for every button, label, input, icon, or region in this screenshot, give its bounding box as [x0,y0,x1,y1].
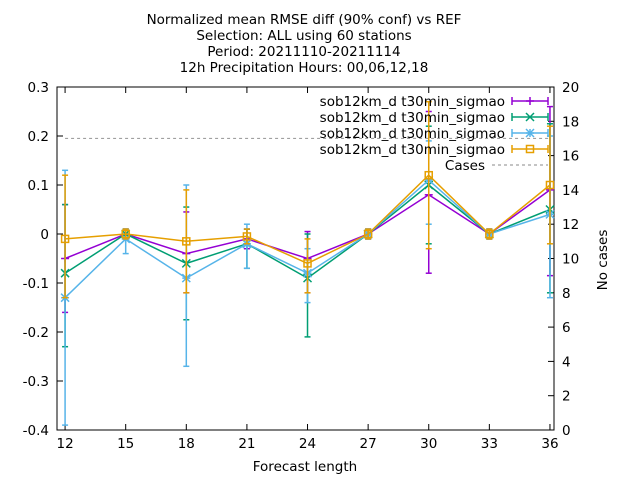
marker-square [485,229,494,239]
y2-tick-label: 8 [562,286,571,302]
x-tick-label: 12 [56,436,73,452]
x-axis-label: Forecast length [253,459,357,475]
x-tick-label: 33 [481,436,498,452]
marker-square [60,234,70,244]
x-tick-label: 27 [360,436,377,452]
y2-tick-label: 16 [562,149,579,165]
x-tick-label: 18 [178,436,195,452]
x-tick-label: 15 [117,436,134,452]
chart-title: Normalized mean RMSE diff (90% conf) vs … [147,12,462,76]
marker-square [242,232,252,241]
marker-square [303,259,312,268]
y-tick-label: 0.3 [28,80,49,96]
marker-star-b [525,128,535,138]
y2-tick-label: 14 [562,183,579,199]
x-tick-label: 21 [238,436,255,452]
legend-label: sob12km_d t30min_sigmao [320,142,505,158]
legend-label: sob12km_d t30min_sigmao [320,110,505,126]
chart-title-line-2: Selection: ALL using 60 stations [196,28,411,44]
marker-square [363,229,373,239]
y2-tick-label: 4 [562,354,571,370]
y2-tick-label: 18 [562,114,579,130]
y2-tick-label: 0 [562,423,571,439]
legend-label: sob12km_d t30min_sigmao [320,126,505,142]
chart-title-line-3: Period: 20211110-20211114 [207,44,400,60]
plot-area: 12 15 18 21 24 27 30 33 36-0.4-0.3-0.2-0.100.10.… [23,80,580,452]
y2-tick-label: 12 [562,217,579,233]
chart-title-line-4: 12h Precipitation Hours: 00,06,12,18 [180,60,429,76]
marker-square [121,229,130,239]
marker-square [424,170,433,180]
y2-tick-label: 10 [562,252,579,268]
marker-x-b [525,112,535,122]
x-tick-label: 24 [299,436,316,452]
y-tick-label: 0 [40,227,49,243]
y-tick-label: -0.1 [23,276,49,292]
marker-square [545,180,555,190]
y-tick-label: -0.3 [23,374,49,390]
y-tick-label: -0.2 [23,325,49,341]
chart-title-line-1: Normalized mean RMSE diff (90% conf) vs … [147,12,462,28]
y2-tick-label: 20 [562,80,579,96]
y-tick-label: 0.2 [28,129,49,145]
marker-square [525,144,535,154]
x-tick-label: 36 [541,436,558,452]
right-y-axis-label: No cases [595,230,611,291]
legend-label: sob12km_d t30min_sigmao [320,94,505,110]
legend-label: Cases [445,158,485,174]
y-tick-label: 0.1 [28,178,49,194]
series-4 [60,100,555,299]
x-tick-label: 30 [420,436,437,452]
y2-tick-label: 2 [562,389,571,405]
marker-square [182,237,191,246]
y-tick-label: -0.4 [23,423,49,439]
y2-tick-label: 6 [562,320,571,336]
